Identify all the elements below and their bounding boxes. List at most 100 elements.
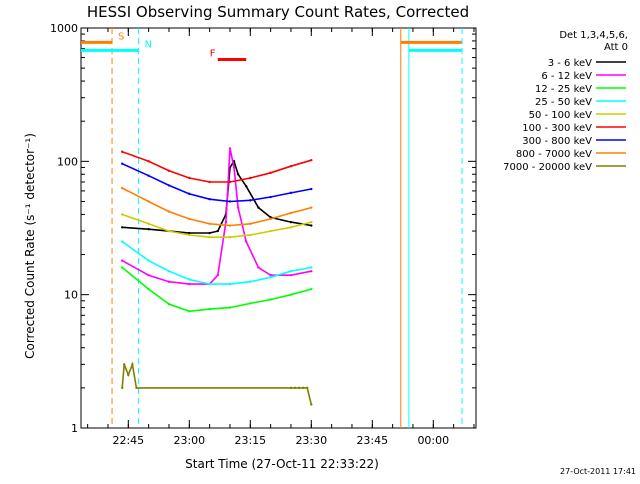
series-point — [147, 273, 150, 277]
legend-entry-label: 6 - 12 keV — [541, 71, 592, 82]
plot-area: 1 10 100 1000 22:45 23:00 23:15 23:30 23:45 00:00… — [50, 22, 477, 447]
series-point — [121, 386, 124, 390]
series-point — [216, 273, 219, 277]
legend-entry-label: 12 - 25 keV — [535, 84, 592, 95]
series-point — [188, 192, 191, 196]
series-point — [236, 173, 240, 176]
series-line — [121, 361, 313, 405]
series-point — [310, 224, 313, 227]
series-point — [121, 213, 124, 216]
series-point — [147, 200, 150, 203]
series-point — [269, 217, 272, 221]
legend-header: Det 1,3,4,5,6, — [559, 30, 628, 41]
series-point — [188, 233, 191, 237]
series-point — [167, 210, 171, 213]
series-point — [228, 224, 232, 227]
series-point — [208, 282, 211, 286]
annotation-label-S: S — [118, 31, 124, 42]
series-point — [147, 174, 150, 177]
series-point — [228, 147, 232, 150]
series-point — [147, 287, 150, 291]
y-tick-label: 100 — [57, 155, 78, 168]
series-point — [147, 259, 150, 262]
plot-frame — [80, 27, 477, 429]
x-tick-label: 23:30 — [295, 434, 327, 447]
series-point — [147, 227, 150, 231]
series-point — [123, 363, 126, 366]
series-point — [167, 184, 171, 187]
series-point — [208, 197, 211, 201]
series-point — [293, 386, 297, 390]
series-point — [121, 259, 124, 262]
series-point — [310, 266, 313, 269]
series-point — [310, 206, 313, 209]
series-point — [310, 287, 313, 291]
series-point — [228, 200, 232, 203]
x-tick-label: 00:00 — [417, 434, 449, 447]
series-point — [245, 185, 248, 188]
series-point — [289, 220, 293, 224]
series-point — [121, 240, 124, 243]
series-point — [269, 195, 272, 199]
series-line — [121, 213, 312, 238]
x-tick-label: 23:15 — [234, 434, 266, 447]
series-point — [301, 386, 305, 390]
series-point — [216, 229, 219, 233]
x-tick-label: 23:45 — [356, 434, 388, 447]
annotation-label-F: F — [210, 49, 216, 60]
series-point — [289, 191, 293, 195]
series-point — [208, 235, 211, 239]
series-point — [297, 386, 301, 390]
series-point — [249, 222, 252, 226]
series-point — [249, 280, 252, 283]
series-point — [228, 282, 232, 286]
legend: Det 1,3,4,5,6,Att 0 3 - 6 keV 6 - 12 keV 12… — [503, 30, 628, 173]
series-point — [310, 220, 313, 224]
series-point — [208, 307, 211, 311]
series-point — [208, 180, 211, 184]
series-point — [188, 278, 191, 281]
series-point — [228, 306, 232, 309]
series-point — [232, 166, 236, 169]
series-point — [289, 386, 293, 390]
series-point — [269, 273, 272, 277]
series-point — [236, 206, 240, 209]
series-line — [121, 240, 312, 285]
series-point — [121, 150, 124, 153]
legend-entry-label: 800 - 7000 keV — [516, 149, 592, 160]
y-tick-label: 1 — [71, 422, 78, 435]
series-point — [310, 158, 313, 162]
series-point — [188, 217, 191, 221]
chart-title: HESSI Observing Summary Count Rates, Cor… — [87, 3, 469, 21]
series-point — [228, 235, 232, 239]
series-point — [249, 176, 252, 180]
series-point — [289, 164, 293, 168]
series-point — [147, 160, 150, 163]
series-point — [310, 187, 313, 191]
series-line — [121, 187, 312, 227]
series-point — [257, 266, 260, 269]
legend-entry-label: 25 - 50 keV — [535, 97, 592, 108]
series-point — [257, 206, 260, 209]
series-point — [306, 386, 309, 390]
series-point — [289, 211, 293, 215]
series-point — [208, 222, 211, 226]
series-point — [208, 231, 211, 235]
series-point — [249, 302, 252, 305]
x-tick-label: 22:45 — [112, 434, 144, 447]
series-point — [167, 302, 171, 306]
y-tick-label: 10 — [64, 289, 78, 302]
series-point — [121, 186, 124, 190]
series-point — [245, 240, 248, 243]
series-point — [289, 293, 293, 296]
series-line — [121, 150, 312, 183]
series-point — [167, 269, 171, 273]
y-tick-label: 1000 — [50, 22, 78, 35]
legend-header: Att 0 — [604, 42, 628, 53]
series-point — [188, 282, 191, 286]
series-point — [269, 298, 272, 301]
series-point — [131, 363, 134, 366]
series-point — [310, 403, 313, 406]
series-point — [269, 229, 272, 233]
